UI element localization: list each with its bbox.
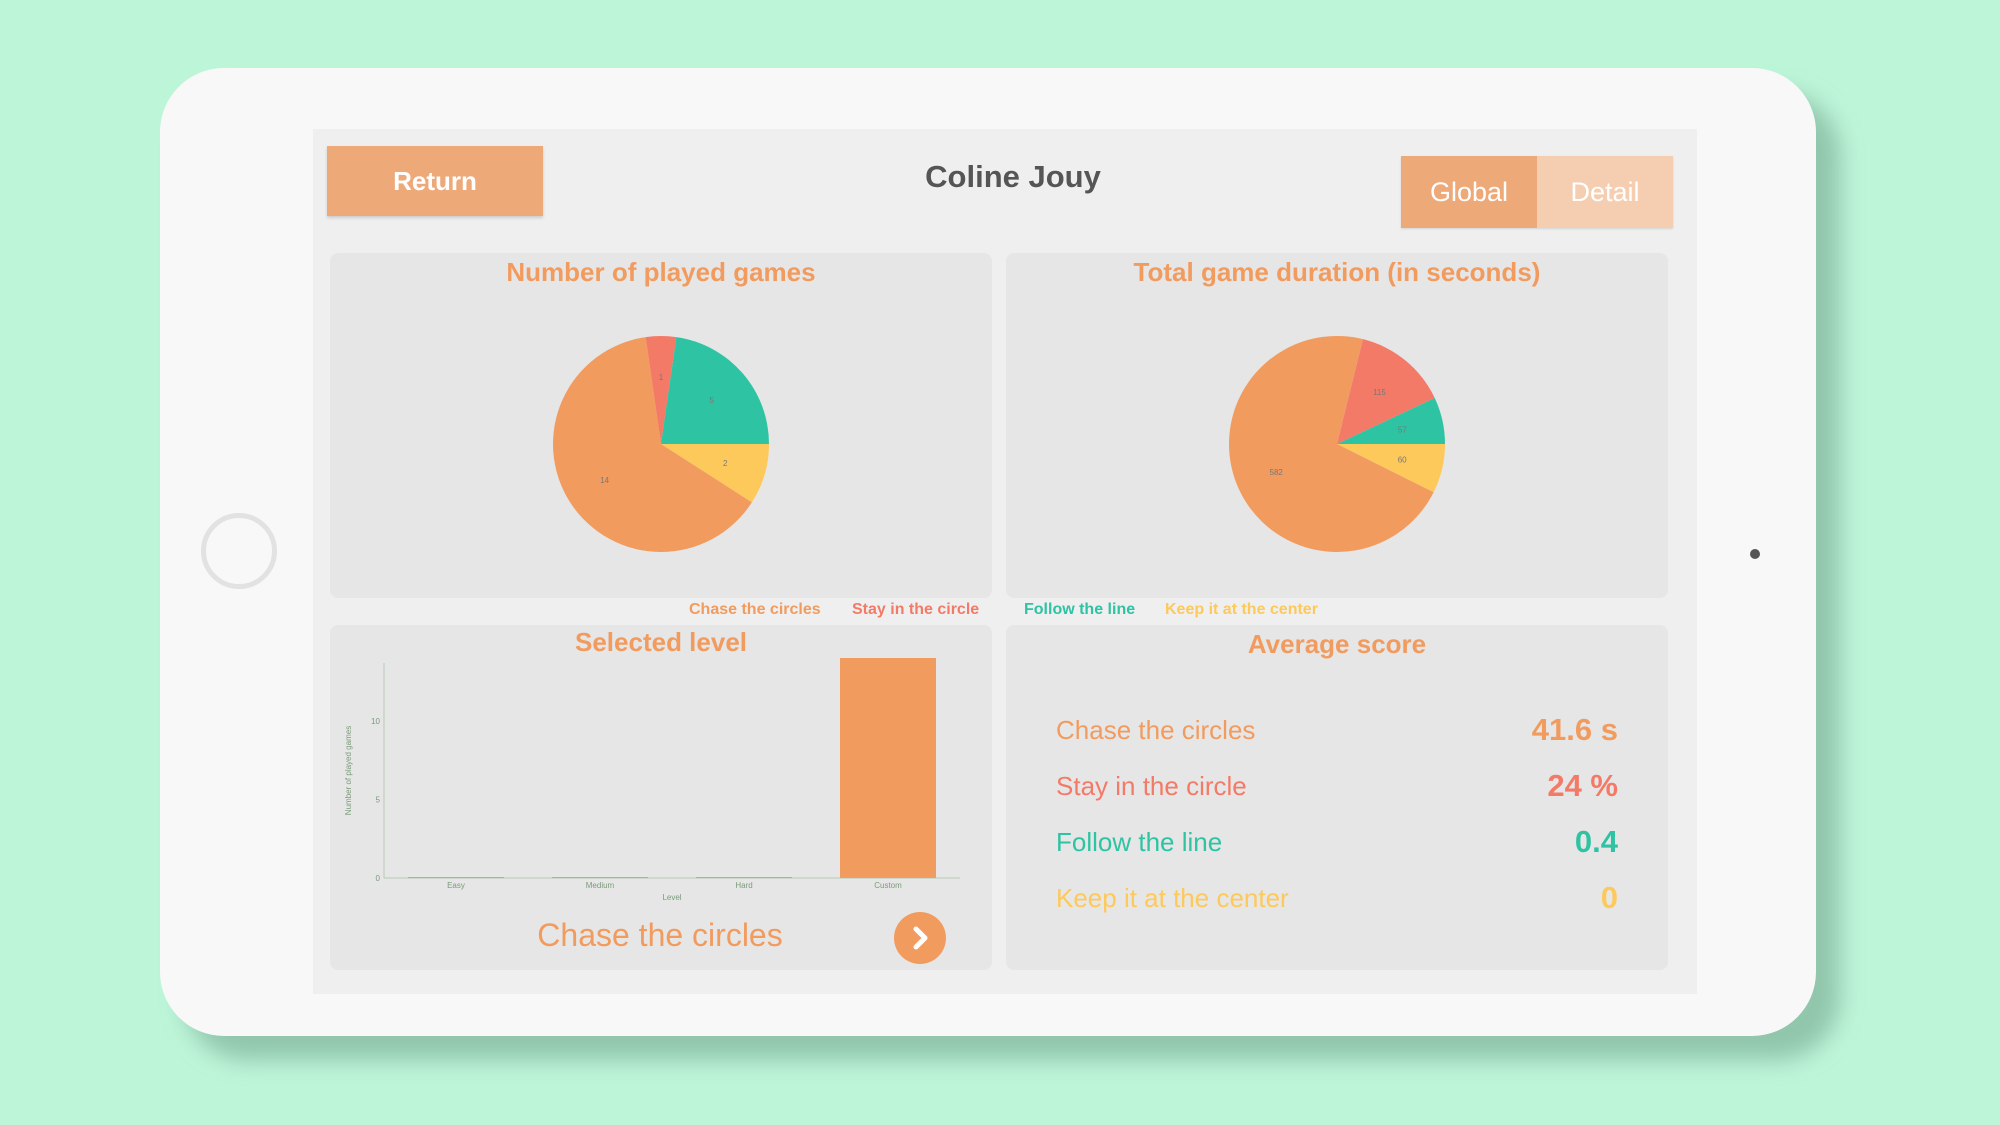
score-row-keep: Keep it at the center 0: [1056, 878, 1618, 918]
played-games-pie-chart: 2 14 1 5: [553, 336, 769, 552]
average-score-panel: Average score Chase the circles 41.6 s S…: [1006, 625, 1668, 970]
bar-x-tick-label-hard: Hard: [735, 881, 752, 890]
view-toggle: Global Detail: [1401, 156, 1673, 228]
played-games-panel: Number of played games 2 14 1 5: [330, 253, 992, 598]
game-duration-pie-chart: 60 582 115 57: [1229, 336, 1445, 552]
bar-x-tick-label-easy: Easy: [447, 881, 465, 890]
game-duration-slice-follow-the-line: [1337, 398, 1445, 444]
played-games-title: Number of played games: [506, 257, 816, 287]
score-value-keep: 0: [1600, 880, 1618, 915]
bar-medium: [552, 877, 648, 878]
selected-level-bar-chart: 0 5 10 Number of played games Easy Medium Hard…: [344, 658, 960, 902]
score-label-follow: Follow the line: [1056, 826, 1223, 857]
bar-y-tick-label: 0: [376, 874, 381, 883]
bar-x-tick-label-custom: Custom: [874, 881, 902, 890]
score-row-stay: Stay in the circle 24 %: [1056, 766, 1618, 806]
played-games-data-label-keep-it-at-the-center: 2: [723, 459, 728, 468]
played-games-data-label-follow-the-line: 5: [709, 396, 714, 405]
return-button[interactable]: Return: [327, 146, 543, 216]
game-duration-data-label-keep-it-at-the-center: 60: [1398, 455, 1407, 464]
played-games-slice-follow-the-line: [661, 337, 769, 444]
played-games-slice-stay-in-the-circle: [645, 336, 677, 444]
player-name-title: Coline Jouy: [925, 159, 1101, 194]
bar-x-axis-label: Level: [662, 893, 681, 902]
bar-y-tick-label: 5: [376, 795, 381, 804]
score-value-chase: 41.6 s: [1531, 712, 1618, 747]
played-games-data-label-chase-the-circles: 14: [600, 476, 609, 485]
app-screen: Return Coline Jouy Global Detail Number …: [313, 129, 1697, 994]
game-duration-slice-chase-the-circles: [1229, 336, 1434, 552]
home-button[interactable]: [201, 513, 277, 589]
selected-game-name: Chase the circles: [537, 917, 783, 953]
camera-dot: [1750, 549, 1760, 559]
played-games-data-label-stay-in-the-circle: 1: [659, 373, 664, 382]
game-duration-title: Total game duration (in seconds): [1133, 257, 1541, 287]
legend-stay-in-the-circle: Stay in the circle: [852, 601, 980, 618]
played-games-slice-chase-the-circles: [553, 337, 752, 552]
game-duration-data-label-chase-the-circles: 582: [1270, 468, 1284, 477]
game-duration-panel: Total game duration (in seconds) 60 582 11…: [1006, 253, 1668, 598]
next-game-button[interactable]: [894, 912, 946, 964]
bar-custom: [840, 658, 936, 878]
tab-global[interactable]: Global: [1401, 156, 1537, 228]
score-label-stay: Stay in the circle: [1056, 770, 1247, 801]
legend-chase-the-circles: Chase the circles: [689, 601, 821, 618]
chevron-right-icon: [913, 926, 928, 950]
score-label-keep: Keep it at the center: [1056, 882, 1289, 913]
bar-y-axis-label: Number of played games: [344, 726, 353, 815]
score-label-chase: Chase the circles: [1056, 714, 1256, 745]
score-value-stay: 24 %: [1547, 768, 1618, 803]
legend-keep-it-at-the-center: Keep it at the center: [1165, 601, 1318, 618]
score-value-follow: 0.4: [1574, 824, 1618, 859]
selected-level-panel: Selected level 0 5 10 Number of played game…: [330, 625, 992, 970]
game-duration-data-label-stay-in-the-circle: 115: [1373, 388, 1386, 397]
played-games-slice-keep-it-at-the-center: [661, 444, 769, 503]
bar-easy: [408, 877, 504, 878]
average-score-title: Average score: [1247, 629, 1427, 659]
bar-x-tick-label-medium: Medium: [586, 881, 615, 890]
game-duration-slice-keep-it-at-the-center: [1337, 444, 1445, 493]
score-row-chase: Chase the circles 41.6 s: [1056, 710, 1618, 750]
legend-follow-the-line: Follow the line: [1024, 601, 1136, 618]
score-row-follow: Follow the line 0.4: [1056, 822, 1618, 862]
bar-y-tick-label: 10: [371, 717, 380, 726]
bar-hard: [696, 877, 792, 878]
selected-level-title: Selected level: [575, 627, 747, 657]
tab-detail[interactable]: Detail: [1537, 156, 1673, 228]
game-duration-slice-stay-in-the-circle: [1337, 339, 1435, 444]
game-duration-data-label-follow-the-line: 57: [1398, 425, 1407, 434]
chart-legend: Chase the circles Stay in the circle Fol…: [313, 601, 1697, 625]
